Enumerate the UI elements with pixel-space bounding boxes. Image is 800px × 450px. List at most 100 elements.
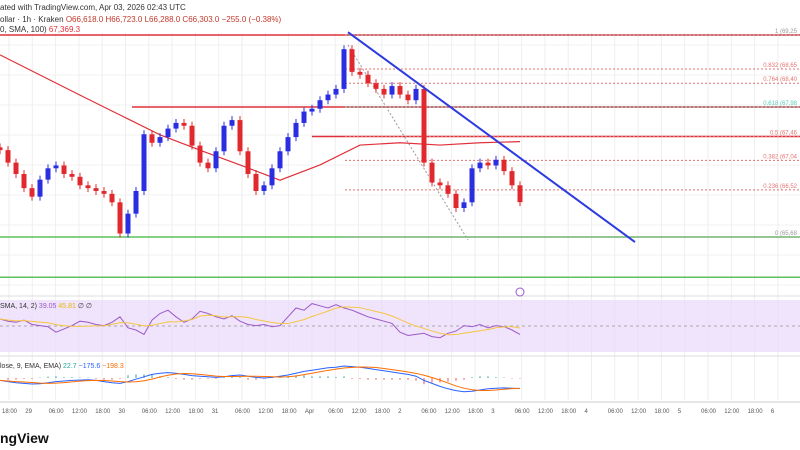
rsi-ma-line (0, 306, 521, 336)
candle (485, 162, 491, 166)
time-tick: 31 (211, 409, 219, 415)
high-value: H66,723.0 (105, 15, 143, 24)
candle (117, 202, 123, 234)
candle (461, 202, 467, 209)
candle (149, 134, 155, 143)
candle (221, 125, 227, 152)
candle (445, 185, 451, 194)
candle (213, 151, 219, 169)
fib-label: 0.618 (67,98 (763, 101, 797, 107)
candle (373, 83, 379, 89)
candle (109, 193, 115, 203)
candle (501, 159, 507, 172)
time-tick: 5 (677, 409, 682, 415)
candle (157, 137, 163, 143)
time-tick: 18:00 (747, 409, 763, 415)
time-tick: Apr (304, 409, 315, 415)
price-chart[interactable]: 1 (69,25 0.832 (68,65 0.764 (68,40 0.618 (6… (0, 0, 800, 420)
candle (29, 188, 35, 197)
candle (509, 171, 515, 186)
candle (349, 49, 355, 72)
fib-label: 0.5 (67,46 (770, 131, 798, 137)
candle (13, 162, 19, 174)
candle (141, 134, 147, 191)
time-tick: 12:00 (351, 409, 367, 415)
time-tick: 12:00 (71, 409, 87, 415)
time-tick: 06:00 (141, 409, 157, 415)
candle (253, 173, 259, 191)
candle (453, 193, 459, 209)
candle (205, 162, 211, 169)
sma-label: 0, SMA, 100) (0, 25, 47, 34)
candle (21, 173, 27, 189)
candle (245, 151, 251, 174)
candle (197, 145, 203, 163)
candle (125, 213, 131, 234)
time-tick: 6 (770, 409, 775, 415)
low-value: L66,288.0 (144, 15, 181, 24)
candle (77, 176, 83, 186)
candle (69, 173, 75, 177)
sma-legend: 0, SMA, 100) 67,369.3 (0, 25, 80, 34)
candle (469, 168, 475, 203)
candle (341, 49, 347, 89)
candle (437, 182, 443, 186)
candle (0, 147, 3, 151)
candle (285, 137, 291, 152)
time-tick: 30 (118, 409, 126, 415)
time-tick: 18:00 (654, 409, 670, 415)
candle (173, 122, 179, 129)
fib-label: 0.764 (68,40 (763, 77, 797, 83)
candle (45, 168, 51, 180)
symbol-ohlc: ollar · 1h · Kraken O66,618.0 H66,723.0 … (0, 15, 281, 24)
time-tick: 12:00 (165, 409, 181, 415)
candle (133, 190, 139, 214)
time-tick: 12:00 (537, 409, 553, 415)
rsi-line (0, 303, 521, 339)
candle (357, 71, 363, 75)
time-tick: 12:00 (258, 409, 274, 415)
candle (405, 94, 411, 101)
time-tick: 29 (25, 409, 32, 415)
time-tick: 12:00 (444, 409, 460, 415)
candle (333, 88, 339, 95)
rsi-value: 39.05 (38, 303, 57, 310)
macd-label: lose, 9, EMA, EMA) (0, 363, 62, 370)
candle (317, 100, 323, 109)
candle (477, 162, 483, 169)
time-tick: 2 (398, 409, 402, 415)
candle (493, 159, 499, 166)
trend-line (347, 31, 636, 243)
candle (517, 185, 523, 203)
candle (429, 162, 435, 183)
rsi-label: SMA, 14, 2) (0, 303, 37, 310)
published-note: ated with TradingView.com, Apr 03, 2026 … (0, 3, 186, 12)
fib-label: 0.382 (67,04 (763, 154, 797, 160)
macd-line (0, 365, 521, 393)
candle (421, 88, 427, 163)
candle (293, 122, 299, 138)
sma-100-line (0, 54, 521, 181)
candle (229, 120, 235, 126)
time-tick: 18:00 (2, 409, 18, 415)
macd-legend: lose, 9, EMA, EMA) 22.7 −175.6 −198.3 (0, 363, 124, 370)
open-value: O66,618.0 (65, 15, 104, 24)
time-tick: 18:00 (95, 409, 111, 415)
rsi-ma-value: 45.81 (58, 303, 76, 310)
rsi-extra: ∅ ∅ (77, 303, 93, 310)
time-tick: 3 (491, 409, 495, 415)
candle (365, 74, 371, 84)
candle (189, 125, 195, 146)
rsi-legend: SMA, 14, 2) 39.05 45.81 ∅ ∅ (0, 302, 92, 310)
candle (181, 122, 187, 126)
candle (85, 185, 91, 189)
candle (261, 185, 267, 191)
candle (5, 150, 11, 163)
tradingview-logo: ngView (0, 430, 49, 446)
time-tick: 06:00 (514, 409, 530, 415)
candle (413, 88, 419, 101)
sma-value: 67,369.3 (48, 25, 81, 34)
candle (165, 128, 171, 138)
time-tick: 18:00 (561, 409, 577, 415)
candle (325, 94, 331, 101)
